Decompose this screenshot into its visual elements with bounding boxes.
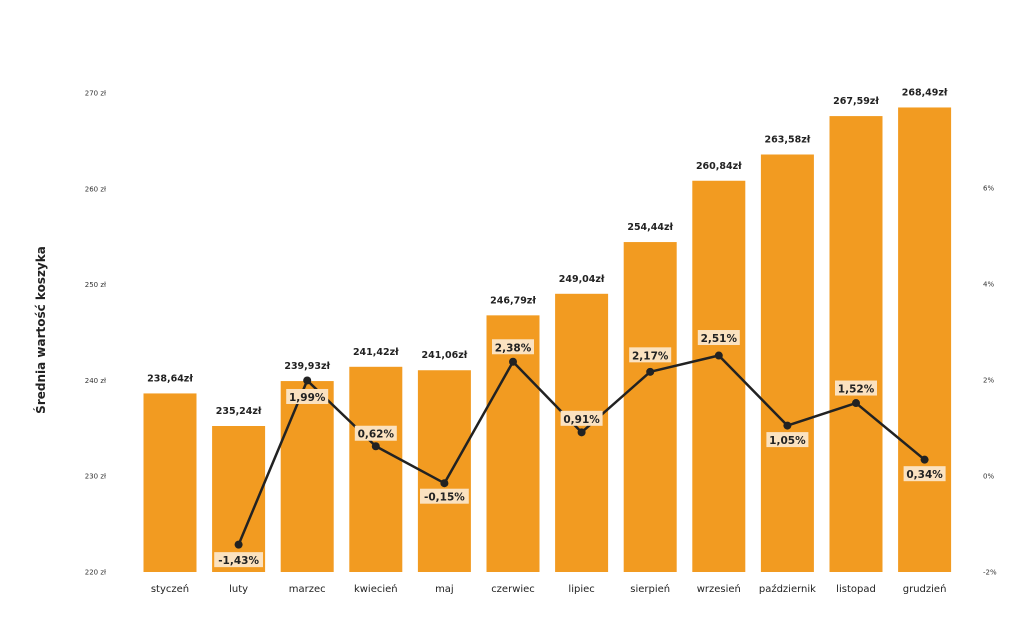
bar-value-label: 260,84zł [696,161,742,172]
pct-label-box [697,330,740,346]
y-left-tick-label: 220 zł [85,569,106,577]
x-category-label: październik [759,583,816,595]
x-category-label: wrzesień [697,583,741,595]
pct-label-box [903,466,946,482]
pct-label-box [560,410,603,426]
line-point [852,399,860,408]
bar [623,242,677,572]
bar-value-label: 246,79zł [490,295,536,306]
pct-label-box [354,425,397,441]
bar-value-label: 263,58zł [765,135,811,146]
x-category-label: styczeń [151,583,189,595]
pct-label-box [420,488,469,504]
y-right-tick-label: 4% [983,281,994,289]
y-left-tick-label: 260 zł [85,185,106,193]
bar [898,107,952,573]
line-point [646,367,655,376]
line-point [303,376,312,385]
x-category-label: maj [435,584,454,595]
bar-value-label: 241,06zł [422,350,468,361]
pct-value-label: 2,38% [495,342,532,354]
bar [143,393,197,572]
y-right-tick-label: 0% [983,473,994,481]
y-left-tick-label: 270 zł [85,90,106,98]
bar-value-label: 249,04zł [559,274,605,285]
y-right-tick-label: 2% [983,377,994,385]
line-point [234,540,243,549]
pct-value-label: -0,15% [424,492,465,504]
pct-label-box [766,432,809,448]
x-category-label: lipiec [568,584,594,595]
bar [829,116,883,572]
pct-value-label: 1,52% [838,384,875,396]
bar-value-label: 268,49zł [902,87,948,98]
bar [280,381,334,572]
y-left-tick-label: 240 zł [85,377,106,385]
pct-label-box [286,388,329,404]
line-point [371,442,380,451]
bar [349,366,403,572]
x-category-label: kwiecień [354,583,398,595]
line-point [714,351,723,360]
bar-value-label: 241,42zł [353,347,399,358]
x-category-label: sierpień [630,583,670,595]
pct-value-label: 0,62% [358,429,395,441]
bar-value-label: 239,93zł [284,361,330,372]
line-point [783,421,792,430]
pct-label-box [629,347,672,363]
x-category-label: luty [229,584,248,595]
bar [417,370,471,572]
pct-label-box [835,380,877,396]
line-point [509,357,517,366]
pct-value-label: 0,91% [563,414,600,426]
pct-value-label: 0,34% [906,469,943,481]
line-point [577,428,586,437]
line-point [920,455,929,464]
bar [760,154,814,572]
pct-value-label: -1,43% [218,555,259,567]
bar-value-label: 254,44zł [627,222,673,233]
bar-value-label: 235,24zł [216,406,262,417]
bar-value-label: 238,64zł [147,373,193,384]
y-axis-label: Średnia wartość koszyka [33,246,48,414]
x-category-label: czerwiec [491,584,535,595]
y-left-tick-label: 230 zł [85,473,106,481]
bar-value-label: 267,59zł [833,96,879,107]
pct-value-label: 1,99% [289,392,326,404]
bar [692,180,746,572]
x-category-label: grudzień [903,583,947,595]
pct-value-label: 2,17% [632,350,669,362]
pct-label-box [492,339,534,355]
pct-label-box [214,552,263,568]
line-point [440,479,449,488]
x-category-label: marzec [289,584,326,595]
y-right-tick-label: 6% [983,185,994,193]
y-right-tick-label: -2% [983,569,997,577]
y-left-tick-label: 250 zł [85,281,106,289]
x-category-label: listopad [836,584,876,595]
pct-value-label: 2,51% [701,333,738,345]
pct-value-label: 1,05% [769,435,806,447]
